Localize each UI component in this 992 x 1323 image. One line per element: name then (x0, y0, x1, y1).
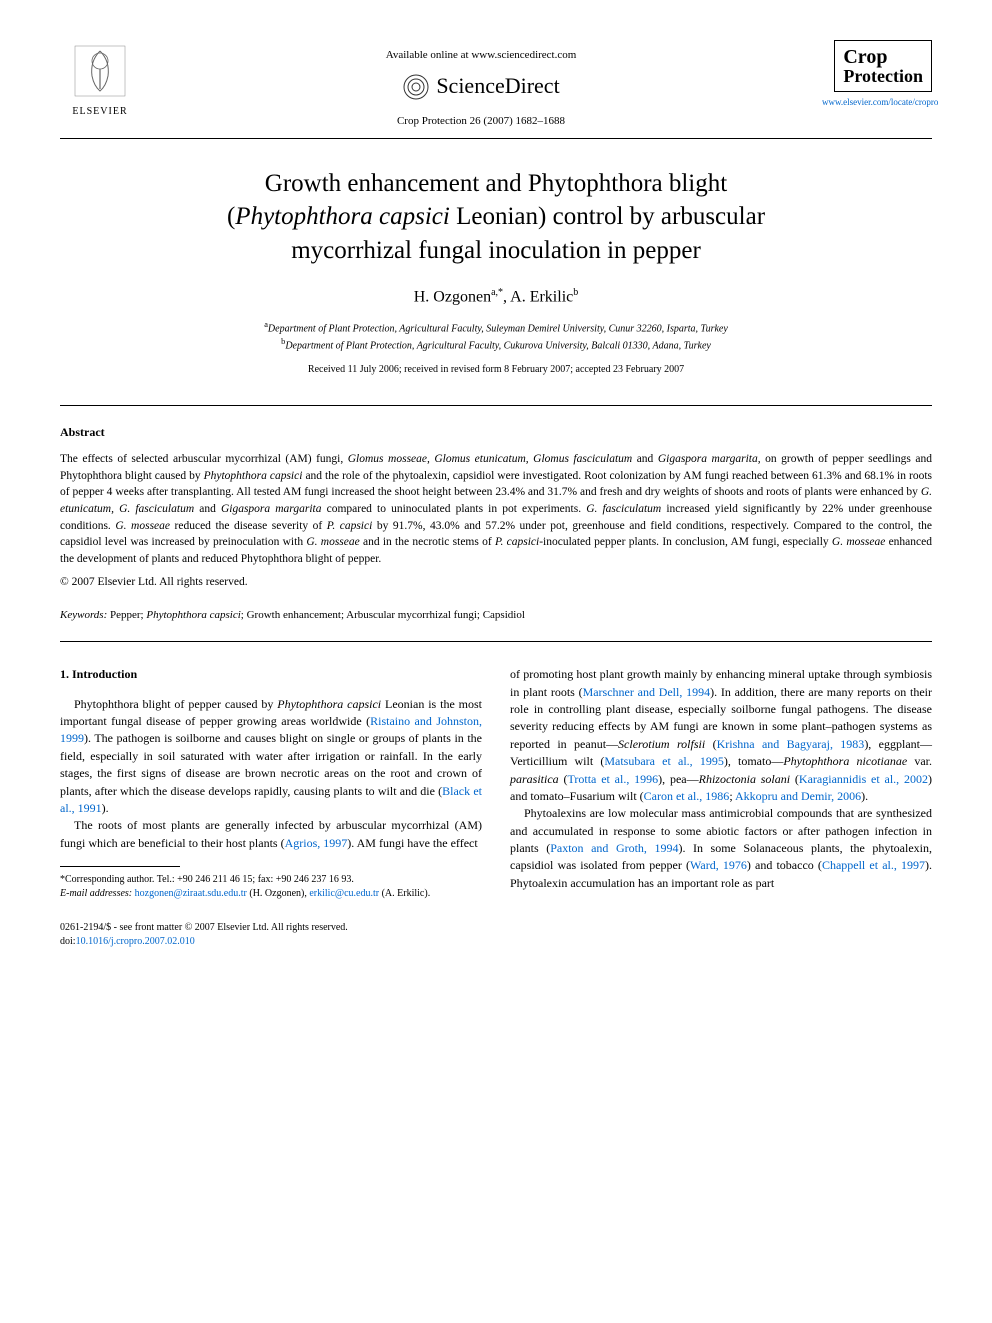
citation-link[interactable]: Ward, 1976 (690, 858, 747, 872)
body-paragraph: Phytophthora blight of pepper caused by … (60, 696, 482, 818)
keywords-bottom-rule (60, 641, 932, 642)
title-species: Phytophthora capsici (235, 203, 450, 230)
email-label: E-mail addresses: (60, 888, 132, 899)
received-dates: Received 11 July 2006; received in revis… (60, 363, 932, 377)
title-line2-rest: Leonian) control by arbuscular (450, 203, 765, 230)
citation-text: Crop Protection 26 (2007) 1682–1688 (140, 114, 822, 129)
front-matter-line: 0261-2194/$ - see front matter © 2007 El… (60, 921, 482, 935)
author-1-name: H. Ozgonen (414, 288, 491, 305)
header-rule (60, 138, 932, 139)
sciencedirect-label: ScienceDirect (436, 71, 559, 102)
keywords-block: Keywords: Pepper; Phytophthora capsici; … (60, 608, 932, 623)
elsevier-label: ELSEVIER (72, 105, 127, 119)
abstract-top-rule (60, 405, 932, 406)
authors-block: H. Ozgonena,*, A. Erkilicb (60, 286, 932, 309)
citation-link[interactable]: Trotta et al., 1996 (567, 772, 658, 786)
column-right: of promoting host plant growth mainly by… (510, 666, 932, 949)
copyright-line: © 2007 Elsevier Ltd. All rights reserved… (60, 574, 932, 590)
body-paragraph: of promoting host plant growth mainly by… (510, 666, 932, 805)
body-paragraph: Phytoalexins are low molecular mass anti… (510, 805, 932, 892)
affiliations-block: aDepartment of Plant Protection, Agricul… (60, 319, 932, 354)
journal-url-link[interactable]: www.elsevier.com/locate/cropro (822, 96, 932, 109)
title-line1: Growth enhancement and Phytophthora blig… (265, 170, 727, 197)
aff-a-text: Department of Plant Protection, Agricult… (268, 323, 728, 334)
body-columns: 1. Introduction Phytophthora blight of p… (60, 666, 932, 949)
doi-link[interactable]: 10.1016/j.cropro.2007.02.010 (76, 936, 195, 947)
author-2-sup: b (573, 287, 578, 298)
journal-title-box: Crop Protection (834, 40, 932, 92)
sciencedirect-logo: ScienceDirect (402, 71, 559, 102)
abstract-body: The effects of selected arbuscular mycor… (60, 451, 932, 568)
author-2-name: A. Erkilic (510, 288, 573, 305)
citation-link[interactable]: Caron et al., 1986 (644, 789, 730, 803)
tree-icon (70, 41, 130, 101)
citation-link[interactable]: Karagiannidis et al., 2002 (799, 772, 928, 786)
abstract-heading: Abstract (60, 424, 932, 441)
journal-line2: Protection (843, 67, 923, 85)
citation-link[interactable]: Krishna and Bagyaraj, 1983 (717, 737, 865, 751)
email-2-who: (A. Erkilic). (379, 888, 430, 899)
citation-link[interactable]: Chappell et al., 1997 (822, 858, 925, 872)
journal-line1: Crop (843, 47, 923, 67)
available-online-text: Available online at www.sciencedirect.co… (140, 48, 822, 63)
article-title: Growth enhancement and Phytophthora blig… (60, 167, 932, 268)
footnote-rule (60, 866, 180, 867)
aff-b-text: Department of Plant Protection, Agricult… (285, 340, 711, 351)
author-1-sup: a, (491, 287, 498, 298)
email-link-1[interactable]: hozgonen@ziraat.sdu.edu.tr (135, 888, 247, 899)
header-center: Available online at www.sciencedirect.co… (140, 40, 822, 130)
page-header: ELSEVIER Available online at www.science… (60, 40, 932, 130)
fingerprint-icon (402, 73, 430, 101)
column-left: 1. Introduction Phytophthora blight of p… (60, 666, 482, 949)
body-paragraph: The roots of most plants are generally i… (60, 817, 482, 852)
citation-link[interactable]: Marschner and Dell, 1994 (583, 685, 711, 699)
journal-logo-block: Crop Protection www.elsevier.com/locate/… (822, 40, 932, 109)
citation-link[interactable]: Akkopru and Demir, 2006 (735, 789, 861, 803)
bottom-info: 0261-2194/$ - see front matter © 2007 El… (60, 921, 482, 949)
citation-link[interactable]: Agrios, 1997 (285, 836, 348, 850)
corresponding-author: *Corresponding author. Tel.: +90 246 211… (60, 873, 482, 887)
email-link-2[interactable]: erkilic@cu.edu.tr (309, 888, 379, 899)
footnote-block: *Corresponding author. Tel.: +90 246 211… (60, 873, 482, 901)
elsevier-logo: ELSEVIER (60, 40, 140, 120)
keywords-label: Keywords: (60, 609, 107, 621)
email-1-who: (H. Ozgonen), (247, 888, 307, 899)
title-line3: mycorrhizal fungal inoculation in pepper (291, 237, 701, 264)
citation-link[interactable]: Matsubara et al., 1995 (604, 754, 723, 768)
doi-label: doi: (60, 936, 76, 947)
intro-heading: 1. Introduction (60, 666, 482, 683)
citation-link[interactable]: Paxton and Groth, 1994 (550, 841, 678, 855)
